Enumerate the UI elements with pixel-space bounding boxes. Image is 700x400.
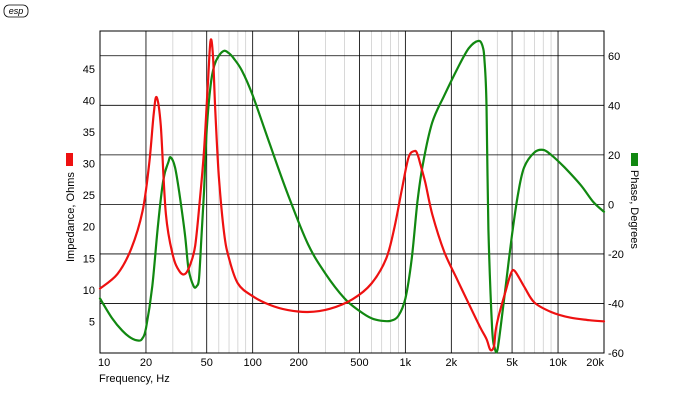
left-tick-label: 5 [89, 316, 95, 328]
right-tick-label: 0 [608, 199, 614, 211]
phase-legend-swatch [631, 153, 638, 166]
x-tick-label: 100 [243, 357, 261, 369]
x-tick-label: 1k [400, 357, 412, 369]
left-axis-label: Impedance, Ohms [65, 172, 77, 262]
x-axis-label: Frequency, Hz [99, 373, 170, 385]
esp-logo: esp [3, 4, 29, 18]
x-tick-label: 50 [201, 357, 213, 369]
logo-text: esp [9, 6, 24, 16]
left-tick-labels: 5 10 15 20 25 30 35 40 45 [83, 64, 95, 329]
plot-frame [99, 30, 605, 354]
right-tick-label: 40 [608, 100, 620, 112]
right-tick-label: -40 [608, 298, 624, 310]
right-axis-label: Phase, Degrees [628, 170, 640, 249]
right-tick-label: 20 [608, 150, 620, 162]
phase-curve [98, 39, 606, 354]
right-tick-label: -20 [608, 249, 624, 261]
left-tick-label: 35 [83, 127, 95, 139]
x-tick-label: 200 [289, 357, 307, 369]
left-tick-label: 40 [83, 95, 95, 107]
left-tick-label: 10 [83, 285, 95, 297]
x-tick-label: 500 [350, 357, 368, 369]
left-tick-label: 45 [83, 64, 95, 76]
x-tick-label: 20 [140, 357, 152, 369]
series-layer [98, 38, 606, 354]
right-tick-label: -60 [608, 348, 624, 360]
left-tick-label: 30 [83, 159, 95, 171]
logo-frame [3, 4, 29, 18]
impedance-legend-swatch [66, 153, 73, 166]
left-tick-label: 25 [83, 190, 95, 202]
right-tick-labels: -60 -40 -20 0 20 40 60 [608, 51, 624, 360]
left-tick-label: 20 [83, 222, 95, 234]
x-tick-label: 10k [549, 357, 567, 369]
right-tick-label: 60 [608, 51, 620, 63]
x-tick-label: 10 [98, 357, 110, 369]
x-tick-label: 2k [446, 357, 458, 369]
x-tick-label: 20k [586, 357, 604, 369]
left-tick-label: 15 [83, 253, 95, 265]
x-tick-labels: 10 20 50 100 200 500 1k 2k 5k 10k 20k [98, 357, 604, 369]
impedance-curve [98, 38, 606, 352]
x-tick-label: 5k [506, 357, 518, 369]
